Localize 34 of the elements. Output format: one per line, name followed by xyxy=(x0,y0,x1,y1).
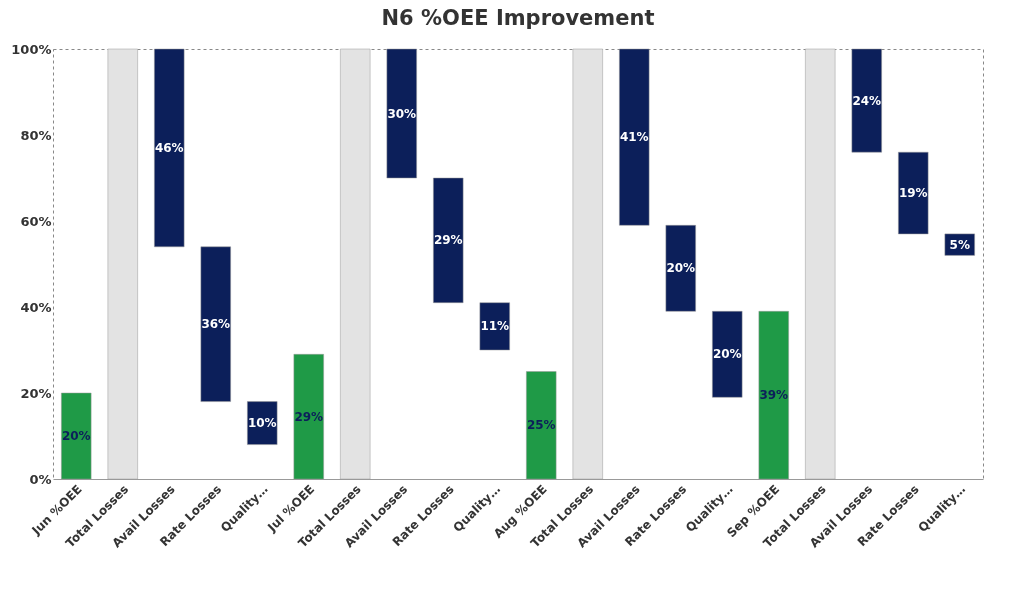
data-label: 36% xyxy=(201,317,231,332)
data-label: 24% xyxy=(852,93,882,108)
data-label: 30% xyxy=(387,106,417,121)
data-label: 39% xyxy=(759,388,789,403)
data-label: 46% xyxy=(154,140,184,155)
bar xyxy=(851,48,882,153)
data-label: 29% xyxy=(433,233,463,248)
y-tick-label: 60% xyxy=(20,213,52,229)
bar xyxy=(247,401,278,445)
y-tick-label: 100% xyxy=(11,41,52,57)
data-label: 19% xyxy=(898,186,928,201)
y-tick-label: 40% xyxy=(20,299,52,315)
bar xyxy=(386,48,417,179)
bar xyxy=(712,311,743,398)
data-label: 5% xyxy=(949,237,970,252)
data-label: 41% xyxy=(619,130,649,145)
chart-title: N6 %OEE Improvement xyxy=(381,6,655,30)
bar xyxy=(898,151,929,235)
bar xyxy=(433,177,464,303)
data-label: 20% xyxy=(61,429,91,443)
bar xyxy=(619,48,650,226)
data-label: 29% xyxy=(294,409,324,424)
y-tick-label: 0% xyxy=(29,471,52,487)
data-label: 20% xyxy=(666,261,696,276)
bar xyxy=(154,48,185,248)
data-label: 20% xyxy=(712,347,742,362)
data-label: 10% xyxy=(247,416,277,431)
data-label: 11% xyxy=(480,319,510,334)
bar xyxy=(200,246,231,402)
y-tick-label: 80% xyxy=(20,127,52,143)
bar xyxy=(479,302,510,351)
y-tick-label: 20% xyxy=(20,385,52,401)
bar xyxy=(665,225,696,312)
data-label: 25% xyxy=(526,418,556,433)
